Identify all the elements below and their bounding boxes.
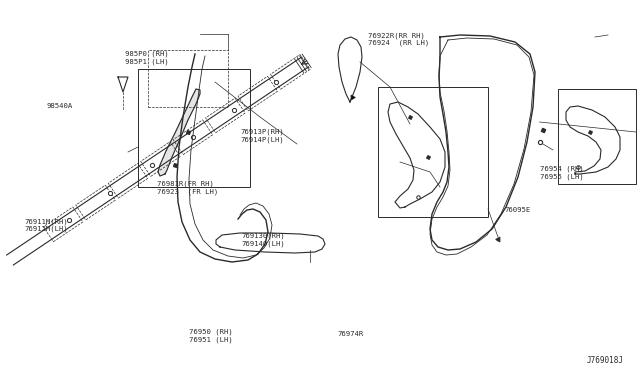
Text: 76974R: 76974R xyxy=(337,331,364,337)
Text: J769018J: J769018J xyxy=(587,356,624,365)
Text: 76950 (RH)
76951 (LH): 76950 (RH) 76951 (LH) xyxy=(189,328,232,343)
Polygon shape xyxy=(158,89,200,176)
Text: 76913P(RH)
76914P(LH): 76913P(RH) 76914P(LH) xyxy=(240,129,284,143)
Bar xyxy=(378,87,488,217)
Text: 76981R(FR RH)
76923  (FR LH): 76981R(FR RH) 76923 (FR LH) xyxy=(157,181,218,195)
Text: 98540A: 98540A xyxy=(46,103,72,109)
Bar xyxy=(138,69,250,187)
Text: 76095E: 76095E xyxy=(504,207,531,213)
Text: 76922R(RR RH)
76924  (RR LH): 76922R(RR RH) 76924 (RR LH) xyxy=(368,32,429,46)
Text: 76954 (RH)
76955 (LH): 76954 (RH) 76955 (LH) xyxy=(540,166,583,180)
Text: 76911M(RH)
76912M(LH): 76911M(RH) 76912M(LH) xyxy=(24,218,68,232)
Text: 769130(RH)
769140(LH): 769130(RH) 769140(LH) xyxy=(242,233,285,247)
Bar xyxy=(558,89,636,184)
Text: 985P0 (RH)
985P1 (LH): 985P0 (RH) 985P1 (LH) xyxy=(125,51,168,65)
